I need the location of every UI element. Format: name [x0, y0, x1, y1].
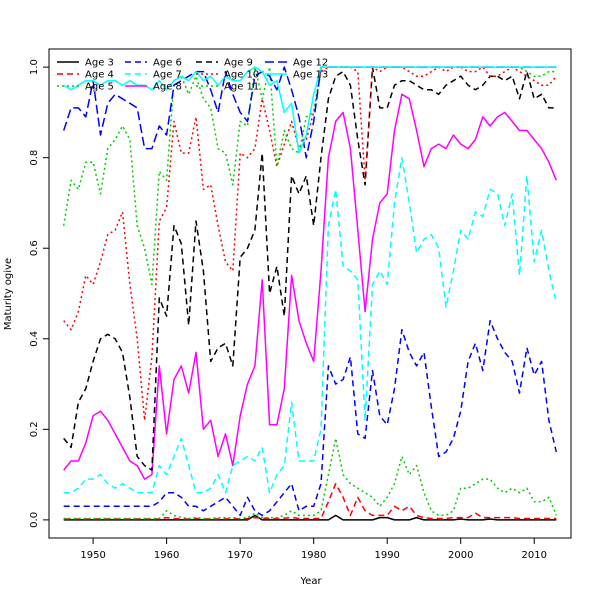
legend-label: Age 10: [224, 70, 259, 81]
y-tick-label: 1.0: [29, 59, 40, 75]
series-line-age-9: [63, 66, 557, 471]
x-tick-label: 1960: [154, 550, 179, 561]
y-tick-label: 0.4: [29, 331, 40, 347]
legend-label: Age 7: [153, 70, 182, 81]
legend-label: Age 9: [224, 58, 253, 69]
series-line-age-8: [63, 93, 557, 480]
x-tick-label: 2000: [448, 550, 473, 561]
series-line-age-4: [63, 482, 557, 520]
legend-label: Age 8: [153, 82, 182, 93]
legend-label: Age 3: [85, 58, 114, 69]
series-line-age-6: [63, 319, 558, 517]
series-line-age-11: [62, 66, 557, 286]
legend-label: Age 13: [293, 70, 328, 81]
legend-label: Age 11: [224, 82, 259, 93]
x-tick-label: 1980: [301, 550, 326, 561]
y-axis-label: Maturity ogive: [3, 258, 14, 330]
series-line-age-3: [63, 514, 557, 521]
legend-label: Age 4: [85, 70, 114, 81]
legend-label: Age 5: [85, 82, 114, 93]
series-line-age-7: [63, 156, 558, 494]
y-tick-label: 0.8: [29, 150, 40, 166]
x-tick-label: 1950: [80, 550, 105, 561]
x-tick-label: 1970: [227, 550, 252, 561]
x-tick-label: 1990: [374, 550, 399, 561]
y-tick-label: 0.2: [29, 421, 40, 437]
x-tick-label: 2010: [522, 550, 547, 561]
series-lines: [62, 66, 558, 521]
x-axis-label: Year: [299, 576, 322, 587]
y-axis: 0.0 0.2 0.4 0.6 0.8 1.0: [29, 59, 50, 528]
legend-label: Age 6: [153, 58, 182, 69]
legend-label: Age 12: [293, 58, 328, 69]
y-tick-label: 0.6: [29, 240, 40, 256]
series-line-age-5: [63, 437, 557, 520]
x-axis: 1950 1960 1970 1980 1990 2000 2010: [80, 537, 547, 561]
y-tick-label: 0.0: [29, 512, 40, 528]
